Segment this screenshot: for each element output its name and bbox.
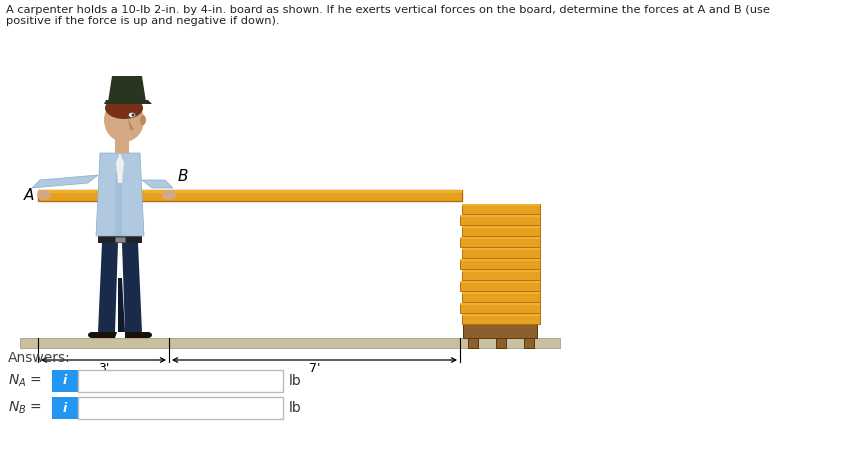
Ellipse shape [105,97,143,119]
Text: 3': 3' [98,362,109,375]
Bar [460,237,540,239]
Polygon shape [92,332,117,338]
Text: i: i [63,375,67,388]
Polygon shape [118,278,125,332]
Text: lb: lb [289,401,302,415]
Text: $N_B$ =: $N_B$ = [8,400,42,416]
Bar [462,314,540,324]
Bar [52,370,78,392]
Bar [462,226,540,236]
Bar [462,248,540,258]
Ellipse shape [140,115,146,125]
Polygon shape [96,153,144,236]
Text: i: i [63,402,67,414]
Bar [460,259,540,261]
Bar [462,270,540,280]
Ellipse shape [37,190,51,200]
Ellipse shape [131,114,135,116]
Bar [98,236,142,243]
Bar [462,292,540,294]
Text: B: B [178,169,188,184]
Text: 7': 7' [308,362,320,375]
Bar [463,324,537,338]
Bar [460,281,540,291]
Bar [460,215,540,217]
Bar [462,270,540,272]
Bar [462,226,540,228]
Polygon shape [116,153,124,183]
Polygon shape [142,180,173,188]
Text: $N_A$ =: $N_A$ = [8,373,42,389]
Polygon shape [98,243,118,332]
Polygon shape [122,243,142,332]
Bar [38,190,462,193]
Ellipse shape [129,112,135,117]
Bar [460,259,540,269]
Bar [496,338,506,348]
Text: lb: lb [289,374,302,388]
Bar [462,204,540,206]
Text: positive if the force is up and negative if down).: positive if the force is up and negative… [6,16,279,26]
Ellipse shape [162,190,176,200]
Bar [460,281,540,283]
Polygon shape [108,76,146,102]
Polygon shape [128,118,134,130]
Ellipse shape [88,332,96,338]
Bar [462,204,540,214]
Bar [524,338,534,348]
Bar [460,303,540,305]
Polygon shape [115,173,122,236]
Text: Answers:: Answers: [8,351,71,365]
Bar [460,215,540,225]
Bar [20,338,560,348]
Text: A: A [24,187,34,203]
Bar [115,139,129,153]
Polygon shape [125,332,148,338]
Bar [468,338,478,348]
Text: A carpenter holds a 10-lb 2-in. by 4-in. board as shown. If he exerts vertical f: A carpenter holds a 10-lb 2-in. by 4-in.… [6,5,770,15]
Bar [462,292,540,302]
FancyBboxPatch shape [78,397,283,419]
Polygon shape [104,100,152,104]
Bar [115,237,125,242]
Polygon shape [32,175,98,188]
Bar [460,303,540,313]
FancyBboxPatch shape [78,370,283,392]
Ellipse shape [144,332,152,338]
Bar [462,314,540,316]
Bar [38,190,462,201]
Ellipse shape [104,98,144,142]
Bar [52,397,78,419]
Bar [462,248,540,250]
Bar [460,237,540,247]
